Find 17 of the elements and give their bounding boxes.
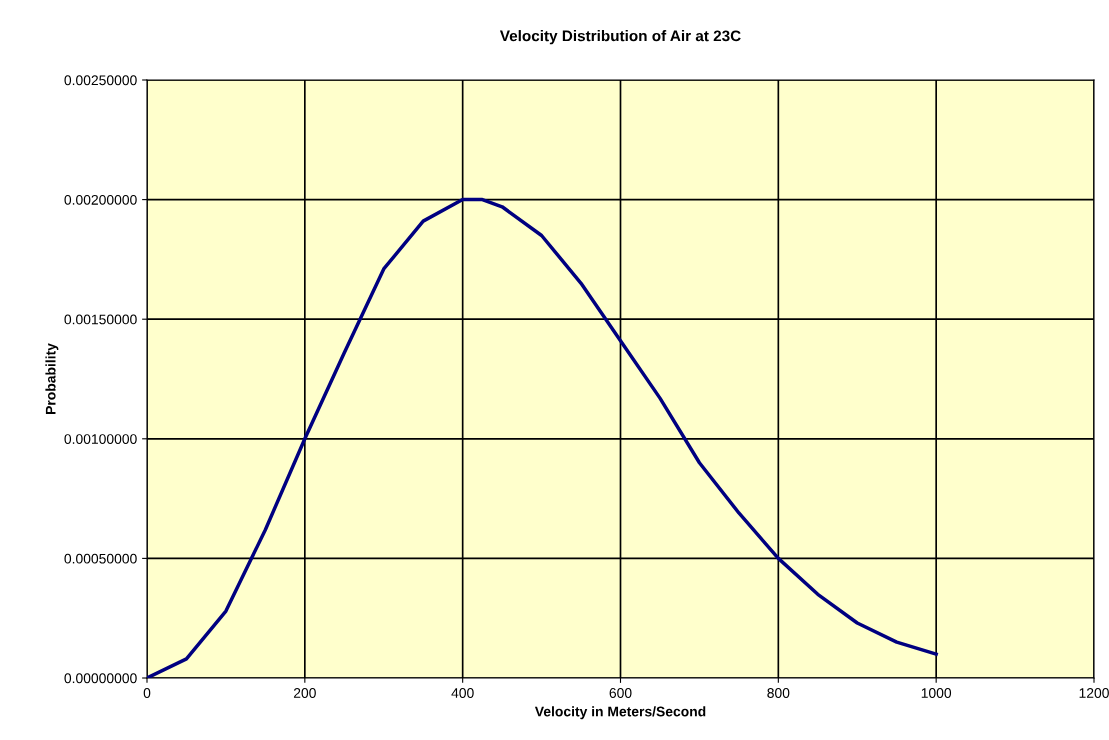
x-tick-label: 200 <box>293 688 316 698</box>
x-tick-label: 1200 <box>1079 688 1109 698</box>
y-axis-title: Probability <box>45 343 59 414</box>
x-tick-label: 600 <box>609 688 632 698</box>
x-tick-label: 1000 <box>921 688 952 698</box>
x-tick-label: 800 <box>767 688 790 698</box>
y-tick-label: 0.00150000 <box>64 314 137 325</box>
y-tick-label: 0.00100000 <box>64 434 137 444</box>
x-axis-title: Velocity in Meters/Second <box>534 706 706 720</box>
x-tick-label: 400 <box>451 688 474 698</box>
y-tick-label: 0.00050000 <box>64 553 137 564</box>
y-tick-label: 0.00200000 <box>64 194 137 205</box>
line-series <box>147 197 938 678</box>
y-tick-label: 0.00000000 <box>64 673 137 684</box>
y-tick-label: 0.00250000 <box>64 75 137 86</box>
x-tick-label: 0 <box>143 688 151 698</box>
chart-title: Velocity Distribution of Air at 23C <box>499 30 741 45</box>
